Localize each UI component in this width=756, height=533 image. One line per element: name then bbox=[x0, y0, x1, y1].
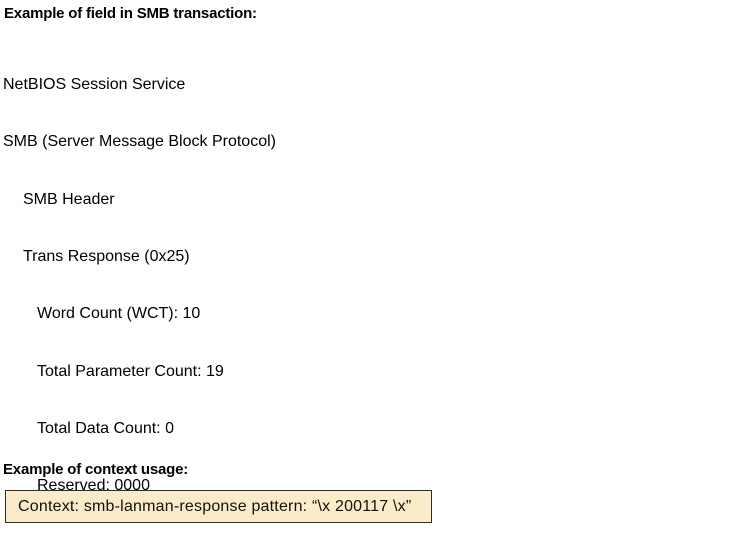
context-example-heading: Example of context usage: bbox=[3, 461, 189, 478]
tree-line: SMB (Server Message Block Protocol) bbox=[3, 133, 276, 151]
tree-line: Total Data Count: 0 bbox=[37, 419, 174, 437]
tree-line: Total Parameter Count: 19 bbox=[37, 362, 224, 380]
tree-line: NetBIOS Session Service bbox=[3, 76, 186, 94]
tree-line: Reserved: 0000 bbox=[37, 477, 150, 495]
tree-line: Word Count (WCT): 10 bbox=[37, 305, 201, 323]
tree-line: Trans Response (0x25) bbox=[23, 248, 190, 266]
smb-packet-dissection-tree: NetBIOS Session Service SMB (Server Mess… bbox=[3, 37, 450, 533]
field-example-heading: Example of field in SMB transaction: bbox=[4, 5, 257, 22]
context-usage-text: Context: smb-lanman-response pattern: “\… bbox=[18, 497, 412, 515]
context-usage-box: Context: smb-lanman-response pattern: “\… bbox=[5, 490, 432, 523]
tree-line: SMB Header bbox=[23, 190, 115, 208]
